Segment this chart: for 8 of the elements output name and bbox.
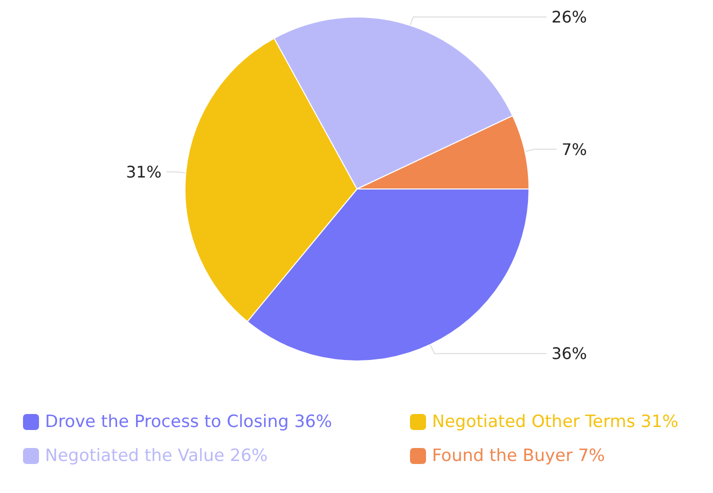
legend-label: Found the Buyer 7% — [432, 446, 605, 466]
data-label: 7% — [562, 140, 587, 159]
legend-label: Negotiated the Value 26% — [45, 446, 268, 466]
legend-label: Drove the Process to Closing 36% — [45, 412, 332, 432]
legend-label: Negotiated Other Terms 31% — [432, 412, 678, 432]
data-label: 26% — [551, 8, 587, 26]
data-label: 31% — [126, 162, 162, 182]
data-label: 36% — [551, 344, 587, 364]
